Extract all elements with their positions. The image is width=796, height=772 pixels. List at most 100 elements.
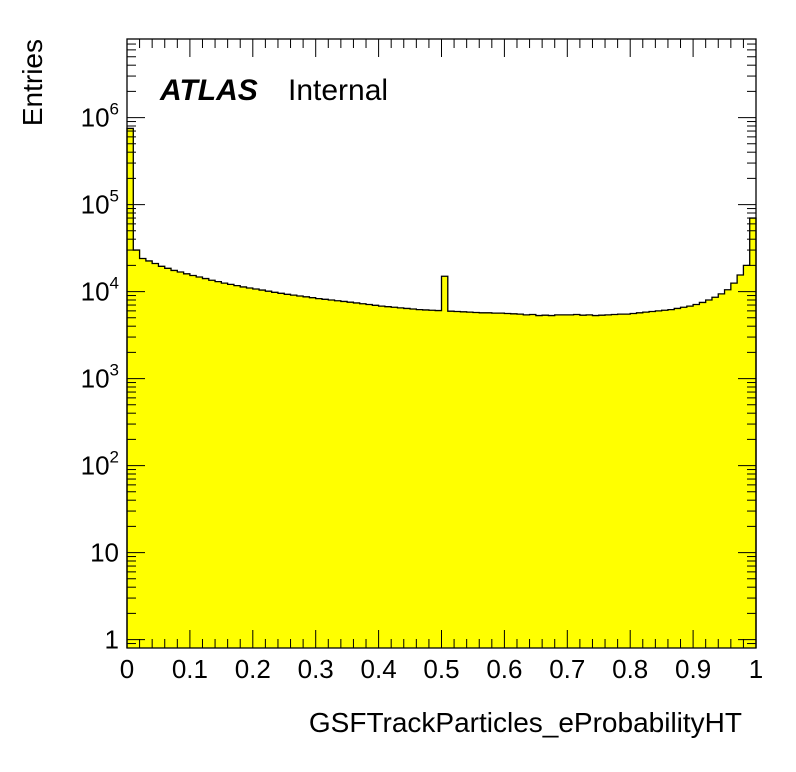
y-tick-label: 103 [81,361,119,394]
histogram-bin [523,314,531,648]
histogram-bin [259,290,266,648]
histogram-bin [202,278,210,648]
histogram-bin [579,315,587,648]
y-tick-label: 105 [81,187,119,220]
histogram-bin [183,273,191,648]
histogram-bin [447,311,455,648]
histogram-bin [535,315,543,648]
x-tick-label: 0.2 [235,654,271,684]
histogram-bin [542,315,550,648]
x-tick-label: 0.9 [675,654,711,684]
y-tick-labels: 1 10 102 103 104 105 106 [81,100,119,655]
histogram-bin [208,280,216,648]
histogram-bin [586,314,594,648]
histogram-bin [416,309,424,648]
histogram-bin [667,309,675,648]
histogram-bin [233,285,241,648]
histogram-bin [598,315,606,648]
histogram-bin [472,312,480,648]
histogram-bin [611,314,619,648]
axis-ticks [126,38,757,649]
histogram-bin [145,260,153,648]
histogram-bin [158,266,166,648]
histogram-bin [127,128,134,649]
histogram-bin [277,293,285,648]
histogram-bin [655,310,663,648]
histogram-bin [516,314,524,648]
histogram-bin [328,300,336,648]
histogram-bin [164,268,172,648]
y-tick-label: 106 [81,100,119,133]
histogram-bin [661,310,669,648]
histogram-bin [384,306,392,648]
histogram-bin [221,283,229,648]
histogram-bin [617,314,625,648]
histogram-bin [215,281,222,648]
histogram-bin [561,314,568,648]
histogram-bin [460,311,468,648]
histogram-bin [592,315,600,648]
histogram-bin [422,309,430,648]
histogram-bin [504,313,512,648]
x-tick-label: 0.7 [549,654,585,684]
histogram-bin [290,295,298,648]
histogram-bin [498,313,505,648]
y-tick-label: 1 [105,625,119,655]
histogram-bin [605,314,612,648]
histogram-bin [649,311,656,648]
histogram-bin [730,283,738,648]
histogram-bin [403,308,411,648]
histogram-bin [378,306,386,648]
histogram-bin [743,265,751,648]
histogram-bin [284,294,292,648]
histogram-bin [548,315,556,648]
histogram-bin [315,298,323,648]
histogram-bin [196,277,204,648]
histogram-bin [485,312,493,648]
histogram-bin [227,284,235,648]
histogram-bin [246,287,254,648]
histogram-bin [391,307,399,648]
histogram-bin [265,291,273,648]
histogram-bin [271,292,279,648]
histogram-bin [491,313,499,648]
histogram-bin [296,295,304,648]
y-tick-label: 102 [81,448,119,481]
histogram-bin [737,275,745,648]
histogram-bin [340,301,348,648]
histogram-bin [397,307,405,648]
histogram-bin [441,276,449,648]
histogram-bin [410,309,417,648]
x-tick-label: 0.6 [486,654,522,684]
atlas-label: ATLAS [159,74,258,107]
histogram-bin [680,307,688,648]
histogram-bin [699,302,707,648]
histogram-bin [334,300,342,648]
histogram-bin [718,293,726,648]
histogram-bin [240,286,248,648]
histogram-bin [479,312,487,648]
x-tick-label: 0 [120,654,134,684]
histogram-bin [435,310,443,648]
histogram-bin [630,313,638,648]
histogram-bin [152,263,160,648]
histogram-bin [366,304,373,648]
histogram-bin [309,297,317,648]
y-axis-label: Entries [17,39,48,126]
histogram-bin [139,258,147,648]
histogram-bin [749,218,757,649]
histogram-bin [372,305,380,648]
x-tick-label: 0.8 [612,654,648,684]
histogram-bins [127,128,757,649]
histogram-bin [636,312,644,648]
y-tick-label: 10 [90,538,119,568]
x-tick-label: 0.3 [298,654,334,684]
x-tick-label: 0.4 [361,654,397,684]
histogram-bin [567,314,575,648]
histogram-bin [705,300,713,648]
histogram-bin [133,250,141,649]
histogram-bin [642,312,650,648]
histogram-bin [510,313,518,648]
histogram-outline [126,127,757,648]
histogram-bin [529,314,537,648]
